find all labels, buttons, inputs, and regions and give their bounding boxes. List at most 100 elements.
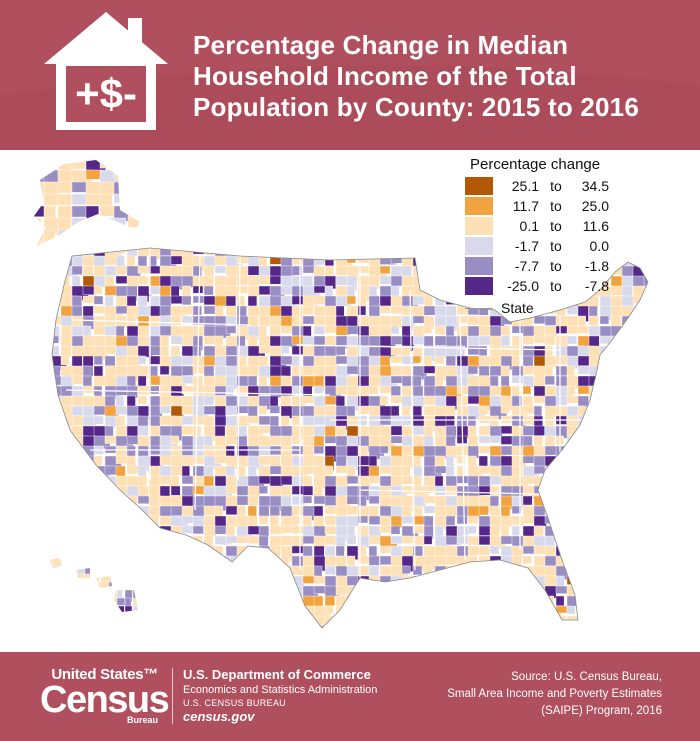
county-cell	[291, 265, 302, 276]
county-cell	[522, 335, 534, 345]
county-cell	[324, 435, 337, 444]
county-cell	[269, 405, 280, 414]
county-cell	[467, 415, 477, 427]
county-cell	[478, 335, 491, 346]
county-cell	[368, 465, 380, 478]
county-cell	[368, 555, 380, 566]
census-logo[interactable]: United States™ Census Bureau	[40, 666, 170, 725]
map-legend: Percentage change 25.1 to 34.5 11.7 to 25.0 …	[465, 156, 655, 318]
legend-low: 25.1	[511, 178, 539, 194]
county-cell	[445, 415, 455, 427]
county-cell	[137, 375, 147, 387]
county-cell	[247, 495, 259, 506]
county-cell	[214, 425, 226, 437]
county-cell	[533, 515, 547, 527]
county-cell	[368, 385, 379, 395]
county-cell	[258, 315, 271, 327]
county-cell	[269, 325, 281, 338]
county-cell	[280, 355, 293, 365]
county-cell	[544, 445, 558, 456]
department-bureau: U.S. CENSUS BUREAU	[183, 698, 286, 708]
county-cell	[258, 345, 272, 354]
county-cell	[423, 515, 434, 528]
county-choropleth-map	[0, 150, 700, 652]
legend-high: -1.8	[584, 258, 609, 274]
county-cell	[390, 395, 403, 404]
legend-item: -1.7 to 0.0	[465, 236, 655, 256]
county-cell	[148, 285, 162, 295]
county-cell	[269, 415, 280, 428]
county-cell	[302, 495, 313, 504]
county-cell	[379, 515, 391, 527]
county-cell	[291, 315, 305, 327]
county-cell	[57, 181, 74, 194]
county-cell	[137, 275, 149, 286]
county-cell	[148, 415, 161, 427]
county-cell	[445, 475, 458, 487]
logo-bureau: Bureau	[126, 715, 158, 725]
header-banner: +$- Percentage Change in Median Househol…	[0, 0, 700, 150]
county-cell	[181, 365, 194, 376]
legend-swatch	[465, 257, 493, 275]
county-cell	[247, 295, 258, 307]
county-cell	[522, 515, 536, 524]
legend-high: 0.0	[589, 238, 609, 254]
county-cell	[57, 193, 72, 206]
county-cell	[104, 255, 117, 266]
county-cell	[104, 325, 118, 336]
county-cell	[401, 405, 411, 417]
county-cell	[225, 345, 239, 356]
county-cell	[302, 275, 313, 287]
county-cell	[170, 285, 180, 297]
header-band-decoration	[0, 64, 700, 150]
county-cell	[346, 535, 357, 545]
county-cell	[368, 475, 381, 484]
county-cell	[544, 335, 556, 346]
county-cell	[324, 605, 334, 614]
county-cell	[456, 395, 469, 406]
county-cell	[555, 595, 565, 607]
county-cell	[368, 305, 381, 318]
county-cell	[489, 425, 503, 437]
county-cell	[170, 405, 184, 418]
legend-item: 0.1 to 11.6	[465, 216, 655, 236]
county-cell	[236, 255, 250, 265]
census-website-link[interactable]: census.gov	[183, 709, 255, 724]
logo-united-states: United States™	[51, 666, 158, 683]
county-cell	[324, 535, 338, 546]
county-cell	[258, 505, 270, 517]
legend-low: -7.7	[514, 258, 539, 274]
county-cell	[434, 485, 446, 496]
county-cell	[368, 495, 380, 505]
county-cell	[324, 515, 337, 526]
county-cell	[335, 505, 349, 516]
county-cell	[170, 315, 182, 326]
county-cell	[280, 535, 294, 546]
legend-item: 11.7 to 25.0	[465, 196, 655, 216]
county-cell	[478, 545, 490, 556]
county-cell	[203, 305, 217, 315]
county-cell	[93, 415, 104, 425]
legend-to: to	[550, 218, 562, 234]
us-outline	[51, 247, 649, 629]
county-cell	[104, 465, 118, 476]
county-cell	[247, 515, 258, 527]
county-cell	[346, 375, 360, 388]
county-cell	[313, 435, 325, 448]
county-cell	[85, 169, 103, 180]
county-cell	[555, 355, 569, 366]
county-cell	[522, 375, 535, 388]
county-cell	[258, 485, 268, 494]
county-cell	[104, 275, 115, 288]
county-cell	[544, 375, 555, 385]
county-cell	[203, 275, 214, 288]
county-cell	[137, 395, 148, 405]
county-cell	[313, 455, 325, 468]
county-cell	[225, 415, 238, 427]
county-cell	[115, 345, 128, 357]
county-cell	[116, 589, 123, 599]
state-boundaries	[65, 248, 590, 580]
county-cell	[324, 565, 336, 575]
county-cell	[214, 265, 227, 274]
county-cell	[434, 475, 444, 487]
